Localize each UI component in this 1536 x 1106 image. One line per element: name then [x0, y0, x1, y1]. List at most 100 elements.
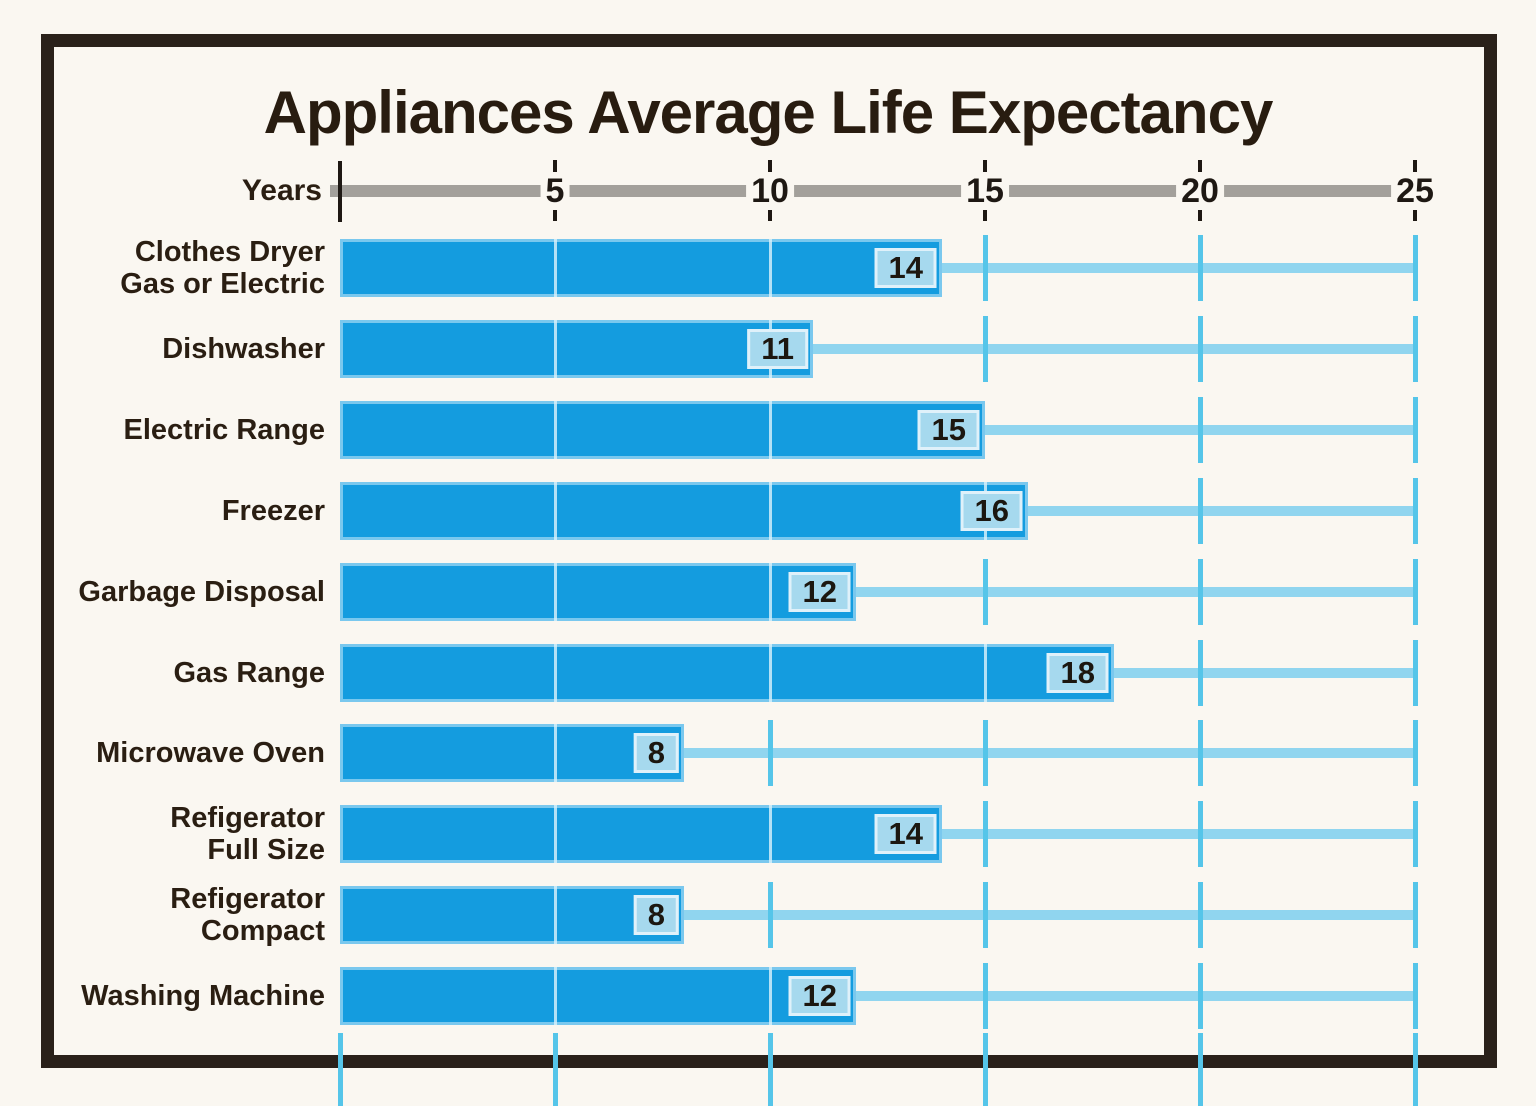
chart-frame-border [41, 34, 1497, 1068]
bar-gridline [769, 239, 772, 297]
bar [340, 239, 942, 297]
range-line [942, 263, 1415, 273]
bar-gridline [554, 886, 557, 944]
gridline-tick [983, 559, 988, 625]
x-axis-tick-label: 25 [1391, 172, 1439, 210]
x-axis-tick-mark [768, 160, 772, 177]
chart-title: Appliances Average Life Expectancy [263, 79, 1274, 146]
gridline-tick [1198, 720, 1203, 786]
x-axis-line [330, 185, 1418, 197]
value-label: 11 [747, 329, 808, 369]
bar-gridline [554, 644, 557, 702]
x-axis-tick-mark [983, 204, 987, 221]
gridline-tick [1413, 397, 1418, 463]
bar-gridline [769, 967, 772, 1025]
value-label: 12 [788, 572, 851, 612]
gridline-tick [1198, 801, 1203, 867]
gridline-tick [983, 235, 988, 301]
gridline-tick [1198, 559, 1203, 625]
gridline-tick [1198, 397, 1203, 463]
category-label: Refigerator Full Size [170, 802, 325, 866]
bar-gridline [554, 401, 557, 459]
gridline-tick [1198, 640, 1203, 706]
bar [340, 320, 813, 378]
gridline-tick [1413, 559, 1418, 625]
gridline-tick [1413, 478, 1418, 544]
value-label: 18 [1046, 653, 1109, 693]
gridline-tick [768, 882, 773, 948]
gridline-tick [1413, 801, 1418, 867]
gridline-tick [1198, 882, 1203, 948]
bar-gridline [769, 401, 772, 459]
x-axis-tick-mark [768, 204, 772, 221]
x-axis-tick-label: 20 [1176, 172, 1224, 210]
range-line [1114, 668, 1415, 678]
range-line [684, 748, 1415, 758]
gridline-tick [983, 963, 988, 1029]
category-label: Gas Range [173, 657, 326, 689]
bar-gridline [554, 724, 557, 782]
bottom-gridline [768, 1033, 773, 1106]
x-axis-tick-label: 15 [961, 172, 1009, 210]
x-axis-tick-mark [1198, 160, 1202, 177]
x-axis-tick-mark [338, 161, 342, 222]
bar [340, 724, 684, 782]
bar-gridline [554, 563, 557, 621]
value-label: 15 [917, 410, 980, 450]
bar-gridline [984, 644, 987, 702]
bottom-gridline [1413, 1033, 1418, 1106]
x-axis-tick-mark [1413, 204, 1417, 221]
gridline-tick [1413, 316, 1418, 382]
category-label: Dishwasher [162, 333, 325, 365]
bar [340, 886, 684, 944]
gridline-tick [1413, 882, 1418, 948]
range-line [856, 587, 1415, 597]
gridline-tick [983, 316, 988, 382]
bar [340, 482, 1028, 540]
gridline-tick [1413, 640, 1418, 706]
range-line [856, 991, 1415, 1001]
bar-gridline [554, 967, 557, 1025]
value-label: 8 [633, 733, 679, 773]
bar-gridline [769, 805, 772, 863]
category-label: Garbage Disposal [78, 576, 325, 608]
bar [340, 805, 942, 863]
gridline-tick [1198, 478, 1203, 544]
bottom-gridline [338, 1033, 343, 1106]
gridline-tick [1413, 235, 1418, 301]
x-axis-tick-mark [553, 160, 557, 177]
category-label: Refigerator Compact [170, 883, 325, 947]
value-label: 16 [960, 491, 1023, 531]
x-axis-tick-label: 5 [540, 172, 570, 210]
bottom-gridline [1198, 1033, 1203, 1106]
x-axis-tick-mark [1198, 204, 1202, 221]
bar-gridline [554, 805, 557, 863]
category-label: Microwave Oven [96, 737, 325, 769]
value-label: 14 [874, 814, 937, 854]
x-axis-tick-mark [983, 160, 987, 177]
range-line [1028, 506, 1415, 516]
gridline-tick [983, 882, 988, 948]
gridline-tick [983, 720, 988, 786]
x-axis-tick-mark [1413, 160, 1417, 177]
bar-gridline [554, 320, 557, 378]
range-line [942, 829, 1415, 839]
gridline-tick [1198, 235, 1203, 301]
bottom-gridline [553, 1033, 558, 1106]
bottom-gridline [983, 1033, 988, 1106]
gridline-tick [1413, 720, 1418, 786]
value-label: 8 [633, 895, 679, 935]
range-line [684, 910, 1415, 920]
gridline-tick [768, 720, 773, 786]
x-axis-tick-label: 10 [746, 172, 794, 210]
x-axis-tick-mark [553, 204, 557, 221]
range-line [813, 344, 1415, 354]
category-label: Electric Range [123, 414, 325, 446]
x-axis-label: Years [241, 174, 322, 207]
gridline-tick [1413, 963, 1418, 1029]
bar-gridline [769, 563, 772, 621]
gridline-tick [1198, 963, 1203, 1029]
bar-gridline [554, 239, 557, 297]
bar-gridline [769, 482, 772, 540]
